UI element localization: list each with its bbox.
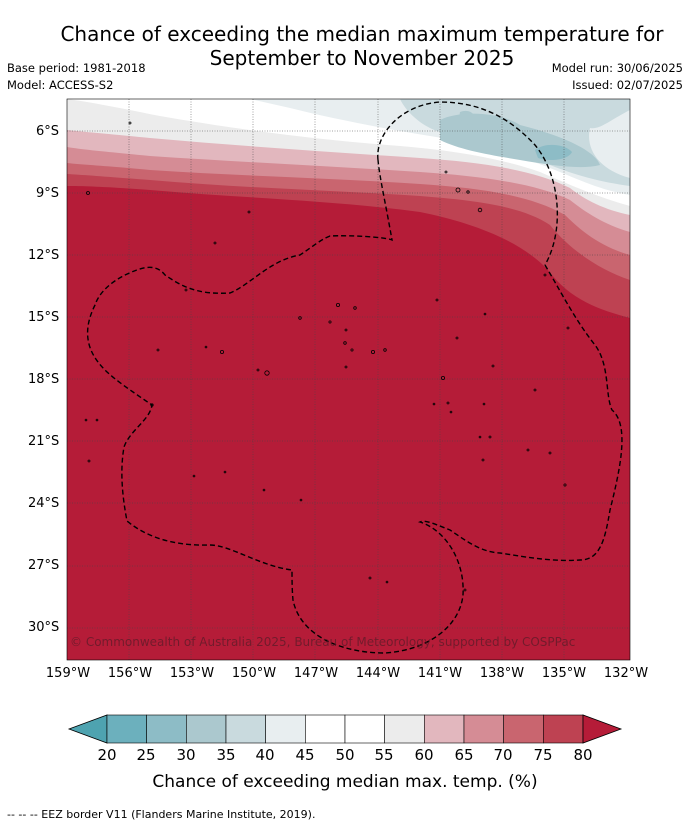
forecast-map bbox=[66, 98, 631, 661]
colorbar-tick: 20 bbox=[97, 746, 117, 764]
colorbar-cell bbox=[463, 714, 504, 744]
colorbar-cell bbox=[384, 714, 425, 744]
eez-french-polynesia bbox=[86, 159, 623, 654]
colorbar-tick: 40 bbox=[255, 746, 275, 764]
colorbar-tick: 70 bbox=[493, 746, 513, 764]
lon-label-141w: 141°W bbox=[417, 666, 463, 681]
colorbar-extend-low bbox=[67, 714, 108, 744]
colorbar-cell bbox=[146, 714, 187, 744]
patch-25-30 bbox=[535, 144, 572, 160]
lat-label-12s: 12°S bbox=[28, 248, 60, 263]
lat-label-24s: 24°S bbox=[28, 496, 60, 511]
meta-right: Model run: 30/06/2025 Issued: 02/07/2025 bbox=[552, 60, 683, 94]
colorbar-tick: 80 bbox=[573, 746, 593, 764]
lon-label-132w: 132°W bbox=[603, 666, 649, 681]
colorbar-tick: 35 bbox=[216, 746, 236, 764]
colorbar-tick: 25 bbox=[136, 746, 156, 764]
colorbar-cell bbox=[106, 714, 147, 744]
lon-label-147w: 147°W bbox=[293, 666, 339, 681]
colorbar-extend-high bbox=[582, 714, 623, 744]
lon-label-156w: 156°W bbox=[107, 666, 153, 681]
eez-borders bbox=[86, 101, 623, 654]
lat-label-30s: 30°S bbox=[28, 620, 60, 635]
colorbar-cell bbox=[265, 714, 306, 744]
map-title: Chance of exceeding the median maximum t… bbox=[0, 22, 690, 70]
colorbar-cell bbox=[225, 714, 266, 744]
map-fill bbox=[67, 99, 630, 660]
colorbar-cell bbox=[344, 714, 385, 744]
base-period: Base period: 1981-2018 bbox=[7, 61, 146, 75]
colorbar-label: Chance of exceeding median max. temp. (%… bbox=[152, 772, 538, 792]
colorbar-tick: 55 bbox=[374, 746, 394, 764]
colorbar-cell bbox=[305, 714, 346, 744]
lat-label-27s: 27°S bbox=[28, 558, 60, 573]
colorbar-tick: 50 bbox=[335, 746, 355, 764]
lon-label-138w: 138°W bbox=[479, 666, 525, 681]
eez-footnote: -- -- -- EEZ border V11 (Flanders Marine… bbox=[7, 808, 316, 821]
colorbar-tick: 45 bbox=[295, 746, 315, 764]
colorbar-tick: 30 bbox=[176, 746, 196, 764]
islands bbox=[84, 121, 570, 592]
graticule bbox=[67, 99, 630, 660]
lat-label-18s: 18°S bbox=[28, 372, 60, 387]
lon-label-159w: 159°W bbox=[45, 666, 91, 681]
colorbar-tick: 65 bbox=[454, 746, 474, 764]
map-title-line2: September to November 2025 bbox=[209, 46, 515, 70]
lon-label-144w: 144°W bbox=[355, 666, 401, 681]
lon-label-150w: 150°W bbox=[231, 666, 277, 681]
issued-date: Issued: 02/07/2025 bbox=[572, 78, 683, 92]
lat-label-6s: 6°S bbox=[36, 124, 60, 139]
meta-left: Base period: 1981-2018 Model: ACCESS-S2 bbox=[7, 60, 146, 94]
model-name: Model: ACCESS-S2 bbox=[7, 78, 114, 92]
lat-label-21s: 21°S bbox=[28, 434, 60, 449]
colorbar-cell bbox=[186, 714, 227, 744]
colorbar-cell bbox=[503, 714, 544, 744]
colorbar-cell bbox=[543, 714, 584, 744]
lon-label-135w: 135°W bbox=[541, 666, 587, 681]
model-run: Model run: 30/06/2025 bbox=[551, 61, 683, 75]
colorbar-tick: 60 bbox=[414, 746, 434, 764]
lat-label-15s: 15°S bbox=[28, 310, 60, 325]
patch-40-top bbox=[290, 99, 303, 109]
colorbar-tick: 75 bbox=[533, 746, 553, 764]
lon-label-153w: 153°W bbox=[169, 666, 215, 681]
map-title-line1: Chance of exceeding the median maximum t… bbox=[60, 22, 664, 46]
copyright-notice: © Commonwealth of Australia 2025, Bureau… bbox=[70, 635, 576, 649]
colorbar bbox=[67, 714, 623, 744]
colorbar-cell bbox=[424, 714, 465, 744]
map-frame bbox=[66, 98, 631, 661]
lat-label-9s: 9°S bbox=[36, 186, 60, 201]
patch-30-35-small bbox=[459, 110, 476, 126]
eez-marquesas bbox=[377, 101, 559, 266]
colorbar-cells bbox=[67, 714, 623, 744]
